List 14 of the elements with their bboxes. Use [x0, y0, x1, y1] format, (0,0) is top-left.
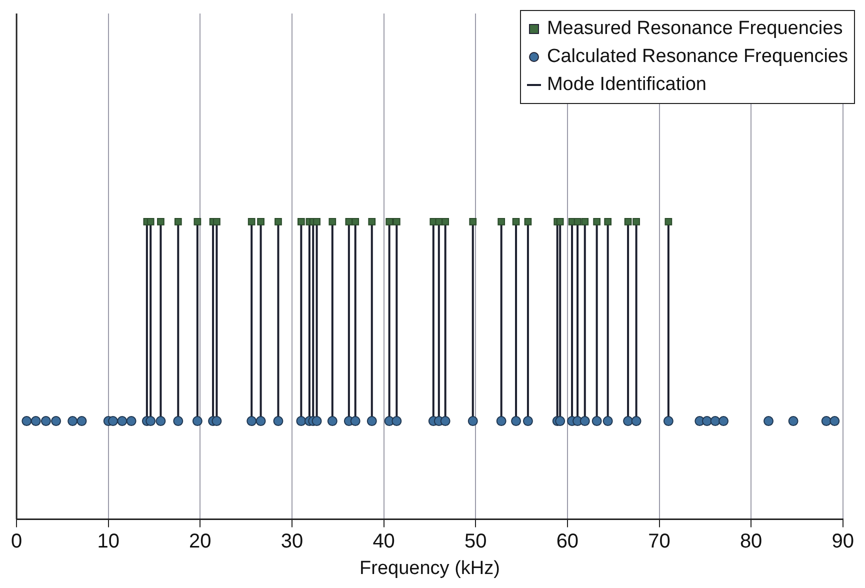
- x-tick-label: 70: [648, 530, 670, 553]
- x-tick-label: 20: [189, 530, 212, 553]
- x-tick-label: 80: [740, 530, 762, 553]
- legend-label: Mode Identification: [546, 74, 706, 95]
- legend-label: Measured Resonance Frequencies: [546, 18, 843, 39]
- legend-label: Calculated Resonance Frequencies: [546, 46, 848, 67]
- x-tick-label: 40: [372, 530, 395, 553]
- x-tick-label: 30: [280, 530, 304, 553]
- x-tick-label: 0: [11, 530, 22, 553]
- x-tick-label: 10: [97, 530, 120, 553]
- x-axis-title: Frequency (kHz): [360, 558, 500, 579]
- x-tick-label: 50: [464, 530, 487, 553]
- x-tick-label: 60: [556, 530, 579, 553]
- x-tick-label: 90: [832, 530, 854, 553]
